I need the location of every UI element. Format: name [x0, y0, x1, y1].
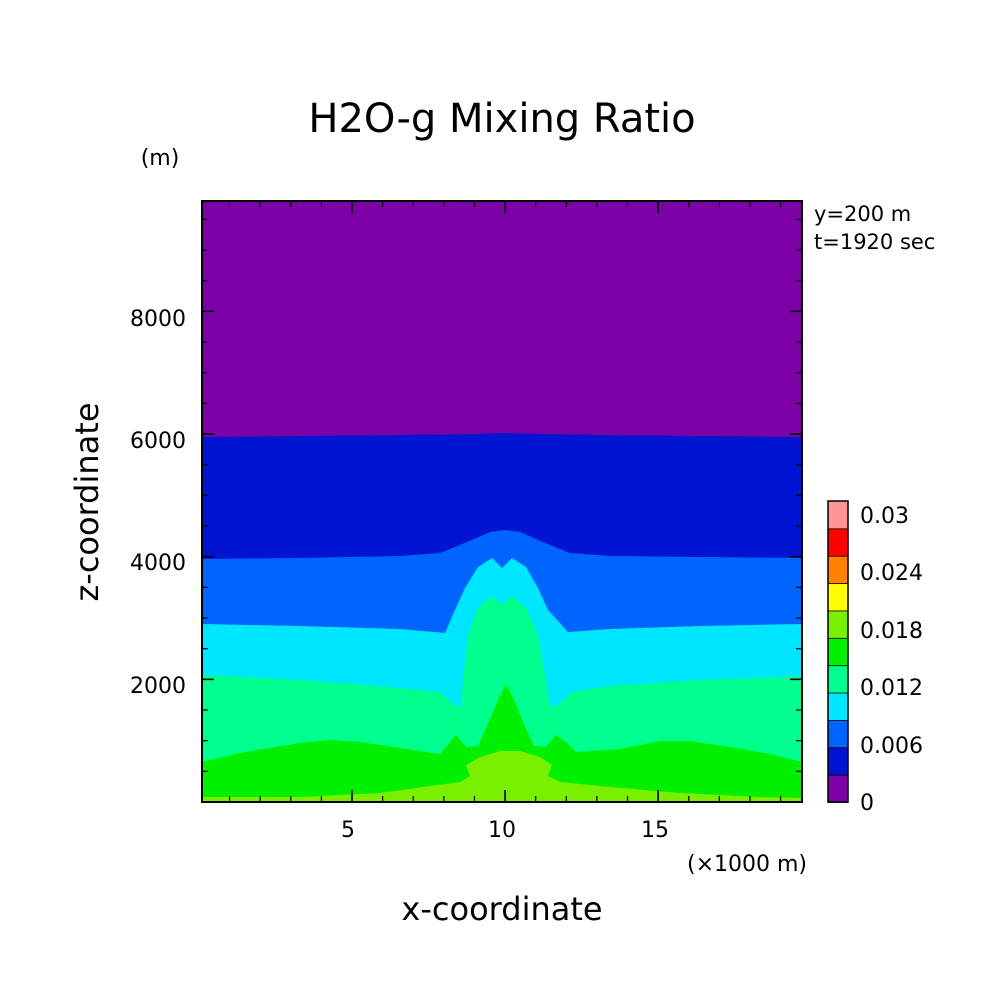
colorbar-label: 0.012 [860, 676, 923, 701]
colorbar [827, 500, 849, 803]
colorbar-frame [827, 500, 849, 803]
annotation-y: y=200 m [814, 202, 911, 226]
colorbar-swatch [827, 610, 849, 639]
colorbar-swatch [827, 637, 849, 667]
colorbar-label: 0.006 [860, 734, 923, 759]
band-018-021 [202, 751, 802, 802]
y-minor-ticks [202, 218, 802, 772]
colorbar-swatch [827, 555, 849, 584]
colorbar-label: 0.024 [860, 561, 923, 586]
colorbar-swatch [827, 582, 849, 612]
y-tick-label: 8000 [130, 307, 186, 332]
colorbar-swatch [827, 746, 849, 776]
colorbar-label: 0.03 [860, 504, 909, 529]
colorbar-swatch [827, 527, 849, 557]
colorbar-swatch [827, 664, 849, 694]
chart-title: H2O-g Mixing Ratio [308, 96, 695, 142]
y-tick-label: 4000 [130, 551, 186, 576]
x-tick-label: 15 [641, 818, 669, 843]
y-axis-unit: (m) [141, 146, 180, 171]
colorbar-label: 0 [860, 791, 874, 816]
x-tick-label: 10 [488, 818, 516, 843]
y-axis-label: z-coordinate [68, 402, 106, 601]
contour-bands [202, 201, 802, 802]
x-major-ticks [351, 201, 659, 802]
band-015-018 [202, 684, 802, 802]
colorbar-swatch [827, 500, 849, 530]
x-tick-label: 5 [341, 818, 355, 843]
colorbar-swatch [827, 692, 849, 721]
colorbar-label: 0.018 [860, 619, 923, 644]
colorbar-swatch [827, 774, 849, 803]
colorbar-swatch [827, 719, 849, 749]
x-axis-label: x-coordinate [401, 890, 602, 928]
colorbar-labels: 0 0.006 0.012 0.018 0.024 0.03 [860, 504, 923, 816]
x-minor-ticks [228, 201, 782, 802]
y-tick-label: 6000 [130, 429, 186, 454]
y-tick-label: 2000 [130, 674, 186, 699]
x-axis-unit: (×1000 m) [687, 852, 807, 877]
plot-frame [201, 200, 803, 803]
annotation-time: t=1920 sec [814, 230, 935, 254]
y-major-ticks [202, 310, 802, 681]
